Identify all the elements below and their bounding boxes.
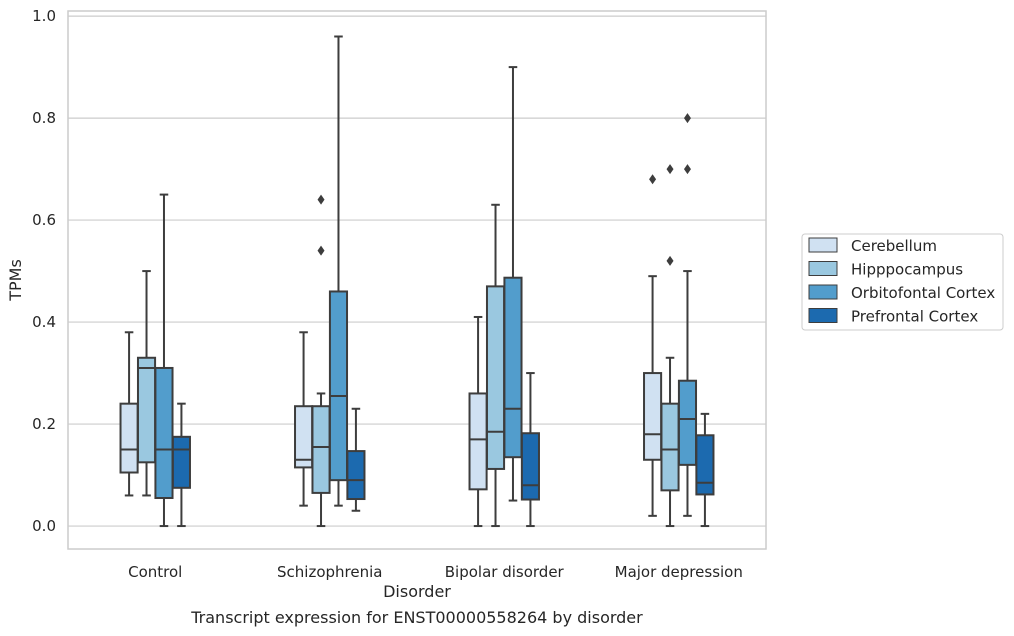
y-tick-labels: 0.0 0.2 0.4 0.6 0.8 1.0 bbox=[32, 7, 56, 535]
box-body bbox=[503, 276, 523, 459]
x-tick-label: Control bbox=[128, 563, 182, 581]
legend-label: Hipppocampus bbox=[851, 261, 963, 279]
legend-frame bbox=[801, 233, 1004, 331]
box-body bbox=[154, 366, 174, 500]
y-tick-label: 0.4 bbox=[32, 313, 56, 331]
box-body bbox=[520, 432, 540, 501]
box-body bbox=[171, 435, 191, 489]
legend-swatch bbox=[808, 284, 838, 300]
chart-caption: Transcript expression for ENST0000055826… bbox=[190, 608, 643, 627]
legend-swatch bbox=[808, 261, 838, 276]
box-outlier bbox=[317, 245, 325, 256]
x-tick-labels: Control Schizophrenia Bipolar disorder Majo… bbox=[128, 563, 743, 581]
series-hipppocampus bbox=[136, 164, 680, 528]
box-body bbox=[119, 402, 139, 474]
box-body bbox=[695, 434, 715, 496]
box-body bbox=[328, 290, 349, 482]
x-tick-label: Major depression bbox=[615, 563, 743, 581]
y-axis-title: TPMs bbox=[6, 259, 25, 302]
y-tick-label: 0.8 bbox=[32, 109, 56, 127]
legend-swatch bbox=[808, 308, 838, 323]
box-body bbox=[468, 392, 488, 491]
box-outlier bbox=[683, 164, 691, 175]
box-outlier bbox=[666, 255, 674, 266]
y-tick-label: 0.0 bbox=[32, 517, 56, 535]
box-body bbox=[136, 356, 157, 464]
x-axis-title: Disorder bbox=[383, 582, 451, 601]
series-cerebellum bbox=[119, 174, 663, 528]
box-outlier bbox=[666, 164, 674, 175]
box-outlier bbox=[317, 194, 325, 205]
plot-frame bbox=[67, 10, 767, 550]
box-outlier bbox=[683, 113, 691, 124]
legend-label: Prefrontal Cortex bbox=[851, 308, 978, 326]
series-prefrontal-cortex bbox=[171, 372, 715, 528]
box-body bbox=[643, 372, 663, 461]
box-body bbox=[346, 450, 366, 501]
box-body bbox=[294, 405, 314, 469]
legend-label: Cerebellum bbox=[851, 237, 937, 255]
legend-label: Orbitofontal Cortex bbox=[851, 284, 995, 302]
x-tick-label: Schizophrenia bbox=[277, 563, 382, 581]
x-tick-label: Bipolar disorder bbox=[445, 563, 565, 581]
box-body bbox=[311, 405, 331, 494]
legend-swatch bbox=[808, 237, 838, 253]
box-outlier bbox=[649, 174, 657, 185]
legend: Cerebellum Hipppocampus Orbitofontal Corte… bbox=[801, 233, 1004, 331]
y-tick-label: 1.0 bbox=[32, 7, 56, 25]
box-series bbox=[119, 35, 715, 528]
y-tick-label: 0.6 bbox=[32, 211, 56, 229]
y-tick-label: 0.2 bbox=[32, 415, 56, 433]
box-body bbox=[485, 285, 506, 470]
series-orbitofontal-cortex bbox=[154, 35, 698, 528]
box-body bbox=[660, 402, 680, 492]
grid-lines bbox=[68, 15, 766, 527]
box-body bbox=[677, 379, 698, 466]
